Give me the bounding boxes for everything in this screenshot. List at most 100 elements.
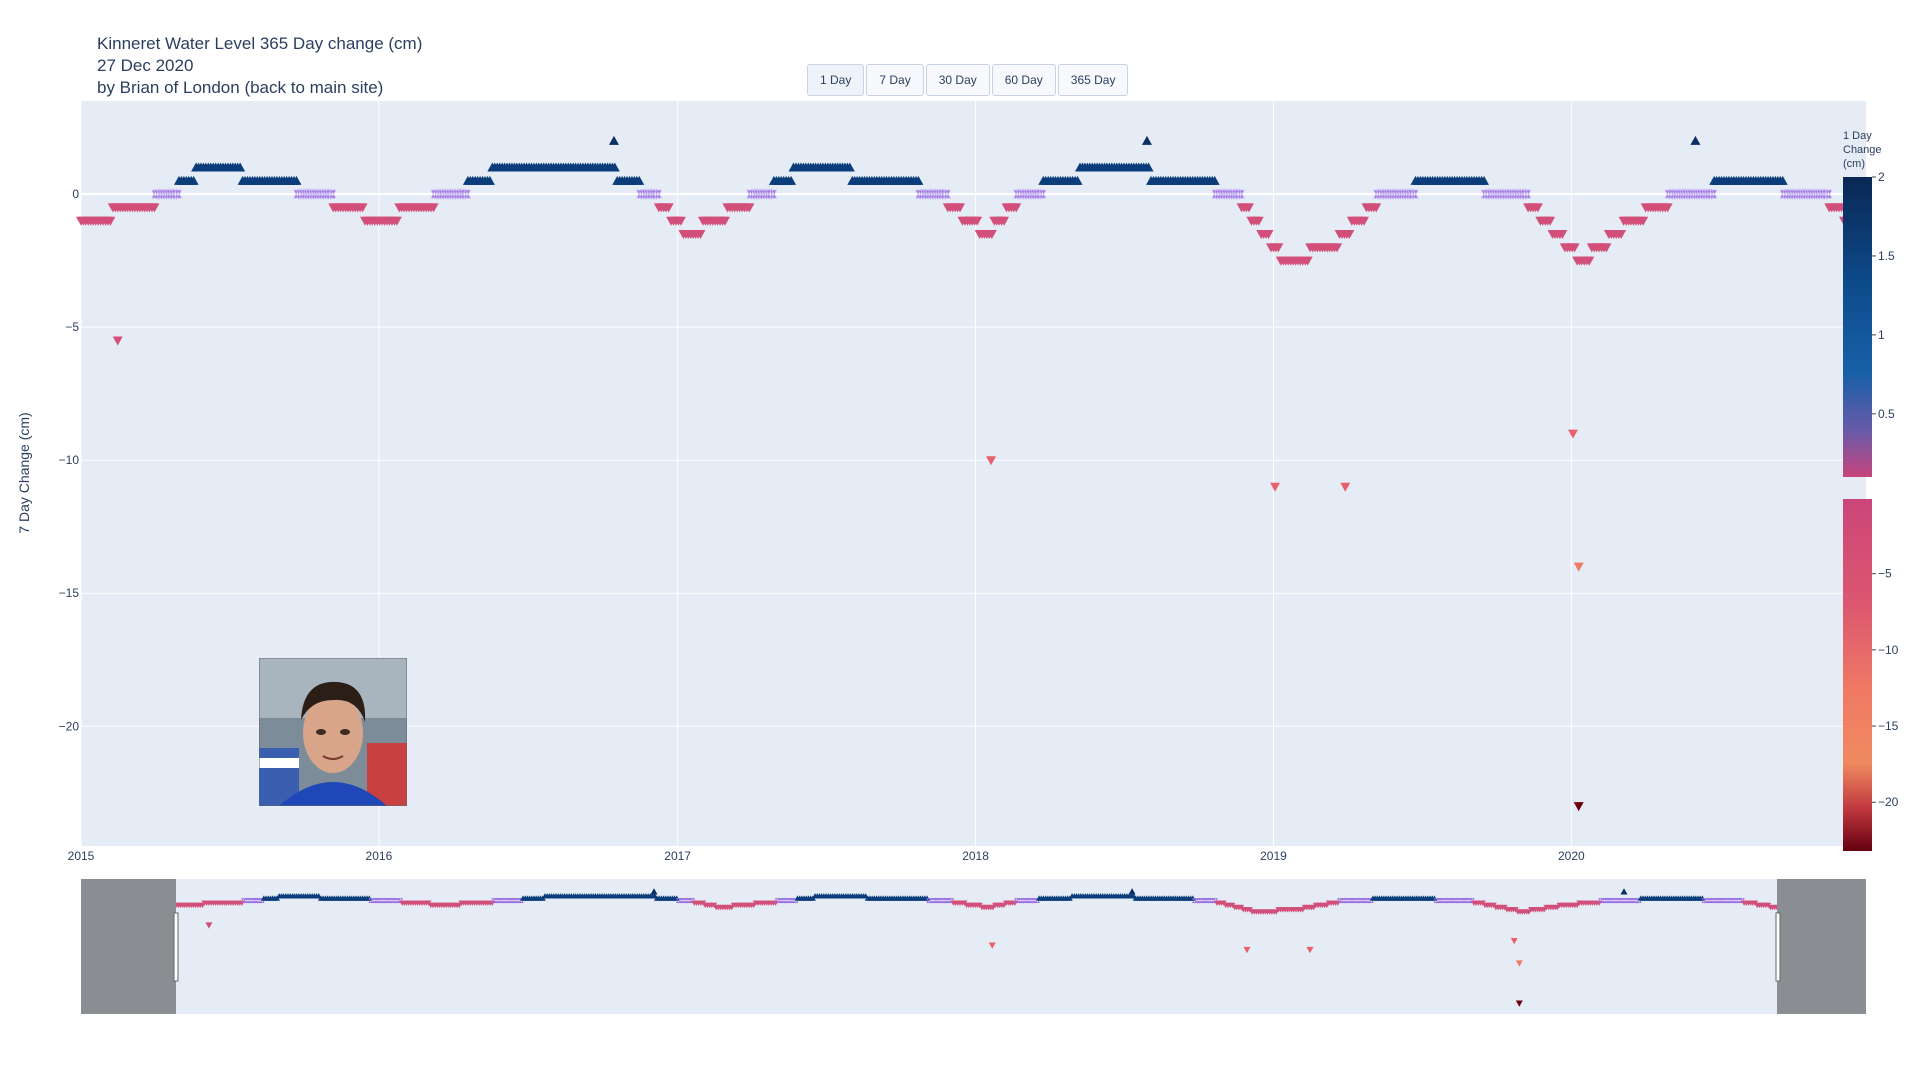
data-point <box>609 162 620 172</box>
y-tick-label: −5 <box>65 320 79 334</box>
slider-data-point <box>1613 897 1620 904</box>
slider-data-point <box>1710 897 1717 904</box>
colorbar-tick-label: −5 <box>1878 567 1892 581</box>
data-point <box>1233 188 1245 200</box>
slider-data-point <box>686 897 693 904</box>
data-point <box>1616 230 1627 240</box>
data-point <box>972 216 983 226</box>
slider-data-point <box>1354 897 1361 904</box>
slider-data-point <box>366 895 373 901</box>
slider-data-point <box>515 897 522 904</box>
slider-data-point <box>935 897 942 904</box>
data-point <box>1332 243 1343 253</box>
slider-data-point <box>1723 897 1730 904</box>
x-tick-label: 2019 <box>1260 849 1287 863</box>
slider-data-point <box>1031 897 1038 904</box>
slider-data-point <box>1515 960 1523 967</box>
slider-data-point <box>1440 897 1447 904</box>
data-point <box>744 203 755 213</box>
data-point <box>786 175 797 185</box>
data-point <box>650 188 663 200</box>
slider-data-point <box>489 900 496 906</box>
data-point <box>1209 175 1220 185</box>
range-slider-left-handle[interactable] <box>173 912 179 982</box>
slider-data-point <box>1027 897 1034 904</box>
data-point <box>1601 243 1612 253</box>
x-tick-label: 2017 <box>664 849 691 863</box>
data-point <box>1706 188 1718 200</box>
slider-data-point <box>368 897 375 904</box>
slider-data-point <box>1600 897 1607 904</box>
range-button-30-day[interactable]: 30 Day <box>925 64 990 96</box>
slider-data-point <box>504 897 511 904</box>
range-button-365-day[interactable]: 365 Day <box>1057 64 1129 96</box>
data-point <box>170 188 183 200</box>
data-point <box>1545 216 1556 226</box>
slider-data-point <box>1596 900 1603 906</box>
slider-data-point <box>1198 897 1205 904</box>
slider-data-point <box>1459 897 1466 904</box>
chart-title: Kinneret Water Level 365 Day change (cm) <box>97 34 423 53</box>
slider-data-point <box>1712 897 1719 904</box>
slider-data-point <box>776 897 783 904</box>
slider-data-point <box>1018 897 1025 904</box>
chart-title-block: Kinneret Water Level 365 Day change (cm)… <box>97 33 422 99</box>
slider-data-point <box>1629 897 1636 904</box>
slider-data-point <box>1618 897 1625 904</box>
data-point <box>955 203 966 213</box>
colorbar-tick-label: 2 <box>1878 170 1885 184</box>
slider-data-point <box>1014 897 1021 904</box>
data-point <box>1567 429 1578 439</box>
data-point <box>1519 188 1532 200</box>
slider-data-point <box>1347 897 1354 904</box>
slider-data-point <box>381 897 388 904</box>
slider-data-point <box>1207 897 1214 904</box>
colorbar-tick-label: −15 <box>1878 719 1899 733</box>
slider-data-point <box>1462 897 1469 904</box>
slider-data-point <box>924 895 931 901</box>
data-point <box>235 162 246 172</box>
colorbar-title-line-2: Change <box>1843 144 1882 156</box>
data-point <box>1011 203 1022 213</box>
slider-data-point <box>928 897 935 904</box>
slider-data-point <box>493 897 500 904</box>
data-point <box>986 230 997 240</box>
slider-data-point <box>790 897 797 904</box>
data-point <box>1532 203 1543 213</box>
slider-data-point <box>252 897 259 904</box>
range-button-7-day[interactable]: 7 Day <box>866 64 924 96</box>
slider-data-point <box>1598 897 1605 904</box>
range-slider[interactable] <box>81 879 1866 1014</box>
data-point <box>1821 188 1833 200</box>
slider-data-point <box>1620 888 1628 895</box>
slider-data-point <box>650 888 658 895</box>
slider-data-point <box>932 897 939 904</box>
slider-data-point <box>783 897 790 904</box>
range-button-1-day[interactable]: 1 Day <box>807 64 865 96</box>
range-slider-right-handle[interactable] <box>1775 912 1781 982</box>
slider-data-point <box>1306 946 1314 954</box>
chart-byline[interactable]: by Brian of London (back to main site) <box>97 78 384 97</box>
range-button-60-day[interactable]: 60 Day <box>991 64 1056 96</box>
colorbar-negative <box>1843 499 1872 851</box>
data-point <box>719 216 730 226</box>
slider-data-point <box>254 897 261 904</box>
slider-data-point <box>943 897 950 904</box>
slider-data-point <box>1011 900 1018 906</box>
slider-data-point <box>241 897 248 904</box>
author-avatar <box>259 658 407 806</box>
slider-data-point <box>379 897 386 904</box>
slider-data-point <box>247 897 254 904</box>
data-markers <box>76 135 1871 812</box>
colorbar-tick-label: 1 <box>1878 328 1885 342</box>
data-point <box>695 230 706 240</box>
slider-data-point <box>1705 897 1712 904</box>
y-tick-label: −15 <box>59 586 80 600</box>
slider-data-point <box>243 897 250 904</box>
data-point <box>1584 256 1595 266</box>
slider-data-point <box>1356 897 1363 904</box>
slider-data-point <box>939 897 946 904</box>
data-point <box>1479 175 1490 185</box>
data-point <box>1690 135 1701 145</box>
data-point <box>844 162 855 172</box>
